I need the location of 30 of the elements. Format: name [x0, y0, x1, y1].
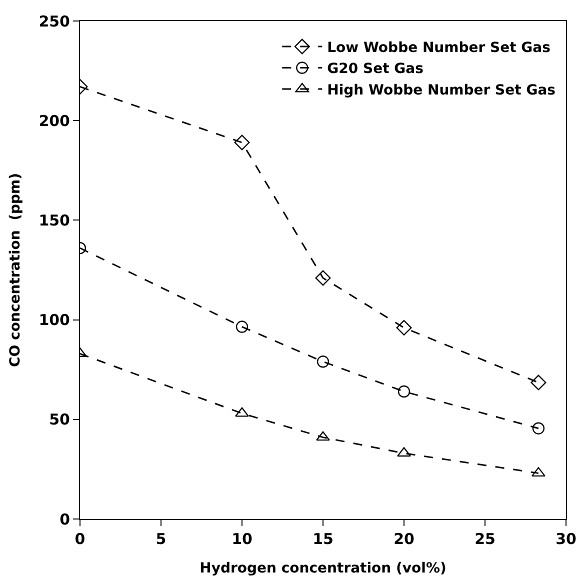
x-tick-label: 25 — [474, 530, 496, 548]
x-tick-label: 15 — [312, 530, 334, 548]
point — [235, 407, 249, 417]
point — [398, 385, 410, 398]
x-tick-label: 10 — [232, 530, 252, 548]
point — [532, 467, 546, 477]
x-tick-label: 0 — [74, 530, 86, 548]
point — [530, 374, 546, 390]
y-tick-label: 250 — [38, 12, 70, 30]
point — [316, 356, 330, 368]
y-tick-label: 200 — [38, 112, 70, 130]
point — [316, 431, 330, 441]
y-tick-label: 100 — [38, 311, 70, 330]
x-axis-title: Hydrogen concentration (vol%) — [200, 560, 446, 576]
y-axis-title: CO concentration (ppm) — [7, 173, 24, 367]
point — [532, 422, 545, 434]
y-tick-label: 150 — [38, 211, 70, 230]
point — [315, 270, 331, 286]
point — [236, 320, 248, 333]
legend-label: Low Wobbe Number Set Gas — [327, 40, 550, 56]
legend-label: G20 Set Gas — [327, 61, 424, 78]
x-tick-label: 5 — [156, 530, 166, 548]
y-tick-label: 50 — [49, 410, 70, 429]
x-tick-label: 30 — [556, 530, 576, 548]
y-tick-label: 0 — [60, 510, 70, 528]
point — [396, 320, 412, 336]
point — [234, 134, 250, 150]
legend-label: High Wobbe Number Set Gas — [327, 82, 556, 98]
x-tick-label: 20 — [394, 530, 414, 548]
point — [397, 447, 411, 457]
